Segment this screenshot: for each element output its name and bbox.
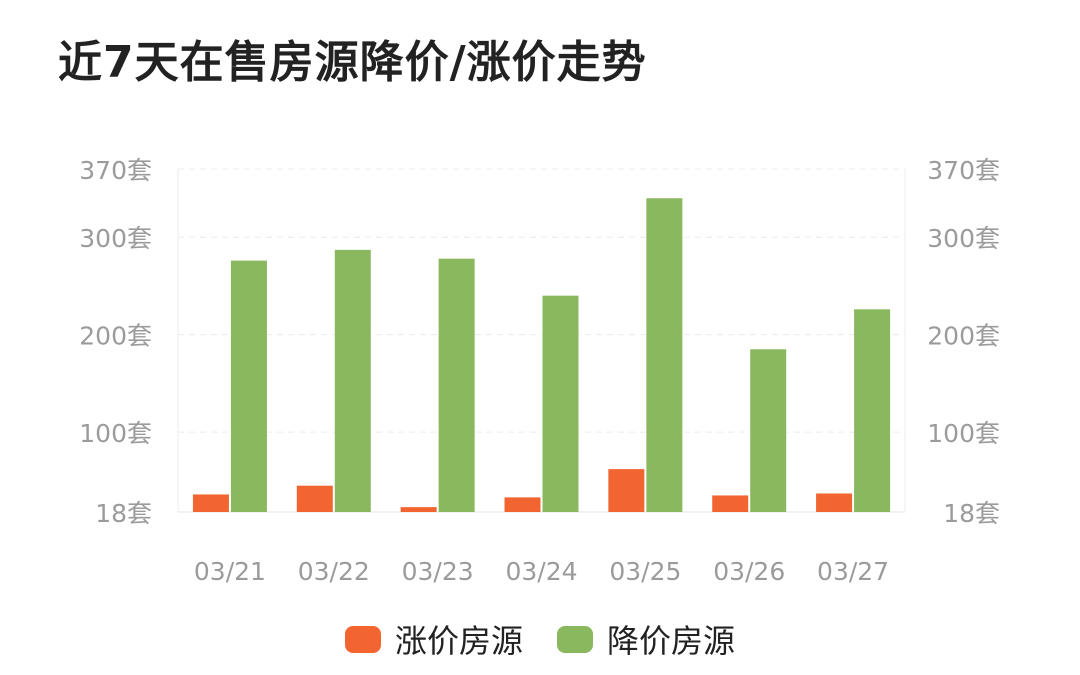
x-tick-label: 03/21 [194, 557, 266, 586]
y-tick-label-right: 18套 [943, 499, 1000, 528]
x-tick-label: 03/24 [505, 557, 577, 586]
bar-rise [296, 485, 333, 512]
chart-title: 近7天在售房源降价/涨价走势 [58, 37, 647, 88]
bar-rise [192, 494, 229, 512]
y-tick-label-left: 200套 [79, 322, 152, 351]
y-tick-label-right: 100套 [927, 419, 1000, 448]
bar-drop [230, 260, 267, 512]
x-tick-label: 03/27 [817, 557, 889, 586]
legend-label-rise: 涨价房源 [394, 622, 523, 660]
bar-chart: 18套 18套 100套 100套 200套 200套 300套 300套 370套 370套 03… [79, 156, 1000, 586]
bar-drop [750, 349, 787, 512]
y-tick-label-right: 370套 [927, 156, 1000, 185]
y-tick-label-right: 300套 [927, 224, 1000, 253]
legend-label-drop: 降价房源 [607, 622, 736, 660]
y-tick-label-right: 200套 [927, 322, 1000, 351]
bar-drop [334, 249, 371, 512]
legend-swatch-drop [557, 625, 593, 653]
y-tick-label-left: 100套 [79, 419, 152, 448]
y-tick-label-left: 370套 [79, 156, 152, 185]
bar-drop [646, 198, 683, 512]
x-tick-label: 03/22 [298, 557, 370, 586]
y-tick-label-left: 18套 [95, 499, 152, 528]
legend-item-rise[interactable]: 涨价房源 [344, 616, 523, 662]
y-tick-label-left: 300套 [79, 224, 152, 253]
bar-rise [400, 507, 437, 512]
chart-legend: 涨价房源 降价房源 [0, 616, 1080, 662]
bar-drop [542, 295, 579, 512]
x-tick-label: 03/26 [713, 557, 785, 586]
bar-drop [438, 258, 475, 512]
legend-item-drop[interactable]: 降价房源 [557, 616, 735, 662]
bar-rise [712, 495, 749, 512]
bar-rise [504, 497, 541, 512]
x-tick-label: 03/25 [609, 557, 681, 586]
x-tick-label: 03/23 [402, 557, 474, 586]
bar-rise [816, 493, 853, 512]
bar-drop [854, 309, 891, 512]
bar-rise [608, 469, 645, 512]
legend-swatch-rise [344, 625, 381, 653]
